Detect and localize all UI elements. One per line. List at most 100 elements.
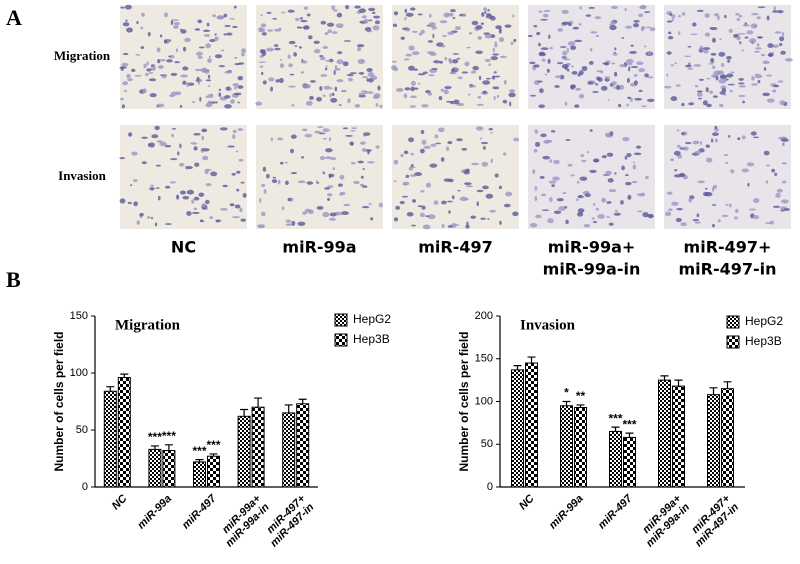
cell	[418, 32, 423, 36]
error-bar	[150, 445, 159, 450]
significance: ***	[148, 430, 162, 444]
cell	[567, 163, 573, 167]
cell	[326, 22, 335, 27]
cell	[223, 33, 228, 36]
cell	[484, 10, 487, 14]
cell	[705, 144, 710, 148]
cell	[699, 78, 704, 81]
cell	[643, 11, 651, 14]
cell	[670, 96, 678, 102]
cell	[777, 80, 784, 83]
cell	[401, 195, 409, 198]
cell	[207, 58, 212, 63]
cell	[374, 20, 380, 25]
cell	[408, 45, 415, 51]
cell	[719, 38, 722, 41]
cell	[713, 13, 719, 17]
cell	[176, 194, 180, 200]
cell	[275, 79, 280, 83]
cell	[122, 52, 129, 56]
error-bar	[723, 381, 732, 389]
cell	[371, 11, 376, 15]
cell	[494, 173, 499, 178]
cell	[357, 46, 362, 52]
cell	[241, 48, 247, 54]
cell	[588, 60, 594, 65]
cell	[288, 85, 296, 88]
error-bar	[120, 373, 129, 378]
cell	[471, 20, 479, 26]
cell	[148, 78, 157, 82]
cell	[404, 16, 407, 21]
cell	[480, 141, 489, 145]
cell	[372, 25, 380, 31]
cell	[351, 127, 358, 130]
cell	[150, 184, 154, 187]
cell	[361, 15, 367, 19]
cell	[581, 66, 588, 72]
cell	[236, 188, 240, 192]
cell	[330, 97, 338, 103]
cell	[411, 224, 416, 227]
cell	[425, 215, 430, 218]
cell	[349, 141, 354, 146]
cell	[735, 208, 739, 213]
cell	[456, 102, 465, 107]
cell	[270, 86, 273, 92]
cell	[638, 68, 646, 73]
cell	[330, 157, 337, 161]
chart-title: Invasion	[520, 317, 576, 333]
cell	[708, 63, 714, 65]
cell	[540, 133, 547, 138]
cell	[704, 13, 710, 18]
cell	[625, 174, 629, 177]
cell	[713, 184, 718, 189]
cell	[581, 159, 587, 163]
cell	[198, 192, 205, 197]
cell	[125, 19, 128, 22]
cell	[259, 198, 262, 203]
cell	[614, 209, 618, 212]
cell	[626, 63, 633, 66]
cell	[237, 75, 244, 81]
cell	[710, 138, 714, 143]
cell	[494, 41, 497, 44]
bar	[525, 362, 538, 488]
cell	[748, 208, 757, 211]
cell	[417, 73, 426, 76]
cell	[406, 211, 414, 217]
cell	[556, 198, 564, 202]
cell	[322, 45, 329, 49]
cell	[619, 64, 626, 68]
cell	[338, 183, 343, 187]
cell	[772, 10, 779, 13]
cell	[140, 26, 144, 30]
cell	[377, 85, 381, 91]
cell	[737, 82, 745, 85]
cell	[457, 76, 463, 80]
bar	[296, 403, 310, 488]
cell	[632, 161, 635, 164]
cell	[218, 88, 222, 92]
cell	[713, 128, 719, 132]
cell	[266, 173, 270, 179]
cell	[709, 90, 714, 94]
cell	[328, 173, 332, 179]
cell	[226, 86, 231, 91]
cell	[462, 13, 467, 17]
cell	[317, 126, 324, 129]
cell	[135, 54, 141, 56]
cell	[133, 201, 138, 207]
cell	[613, 212, 621, 216]
cell	[443, 178, 451, 182]
cell	[357, 58, 366, 64]
cell	[146, 68, 152, 72]
cell	[726, 73, 734, 78]
cell	[750, 131, 757, 136]
cell	[195, 51, 203, 56]
cell	[434, 134, 439, 139]
cell	[260, 49, 266, 51]
cell	[574, 104, 580, 108]
cell	[358, 8, 366, 14]
